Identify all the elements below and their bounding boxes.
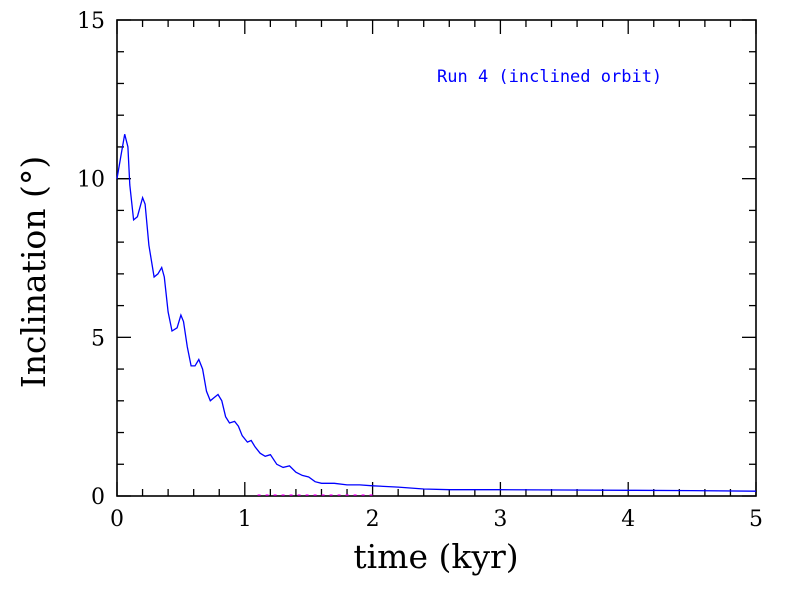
tick-labels: 0 1 2 3 4 5 0 5 10 15 xyxy=(77,9,763,532)
x-tick-label: 1 xyxy=(238,507,252,532)
run-annotation: Run 4 (inclined orbit) xyxy=(437,67,662,87)
x-tick-label: 4 xyxy=(621,507,635,532)
inclination-series-line xyxy=(116,134,757,492)
axis-ticks xyxy=(116,19,757,497)
y-tick-label: 0 xyxy=(91,485,105,510)
y-tick-label: 5 xyxy=(91,326,105,351)
x-tick-label: 5 xyxy=(749,507,763,532)
plot-frame xyxy=(116,19,757,497)
y-axis-label: Inclination (°) xyxy=(14,156,53,388)
y-tick-label: 15 xyxy=(77,9,105,34)
x-tick-label: 2 xyxy=(366,507,380,532)
x-tick-label: 0 xyxy=(110,507,124,532)
x-axis-label: time (kyr) xyxy=(353,537,518,576)
x-tick-label: 3 xyxy=(493,507,507,532)
y-tick-label: 10 xyxy=(77,168,105,193)
